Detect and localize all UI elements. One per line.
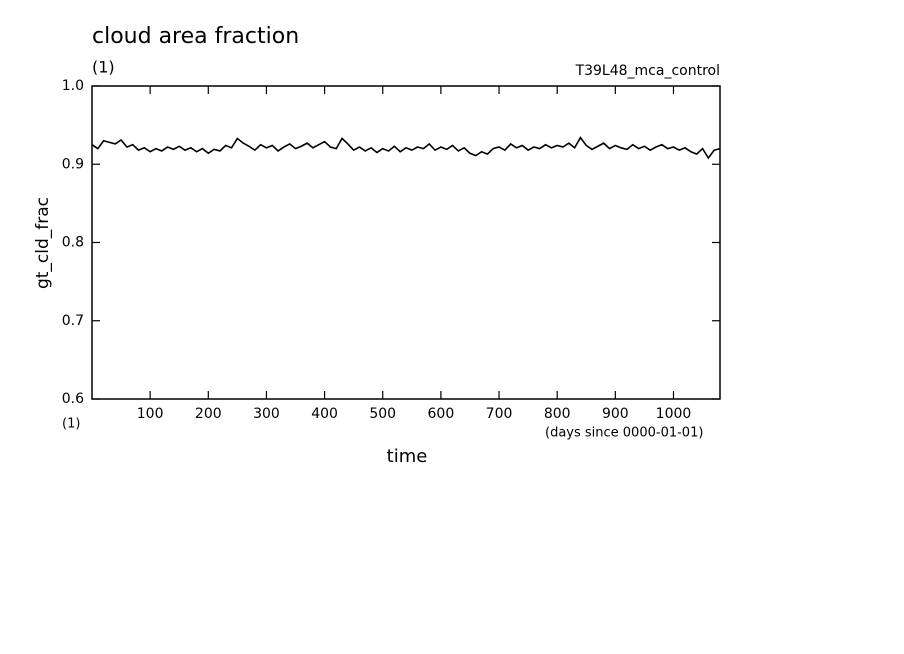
y-tick-label: 1.0 xyxy=(62,78,84,94)
y-unit: (1) xyxy=(62,417,80,432)
x-tick-label: 1000 xyxy=(656,406,692,422)
y-tick-label: 0.7 xyxy=(62,313,84,329)
x-axis-label: time xyxy=(387,446,428,467)
x-tick-label: 800 xyxy=(544,406,571,422)
y-tick-label: 0.6 xyxy=(62,391,84,407)
x-tick-label: 300 xyxy=(253,406,280,422)
y-axis-label: gt_cld_frac xyxy=(33,197,53,289)
chart-subtitle: (1) xyxy=(92,58,115,77)
x-tick-label: 600 xyxy=(428,406,455,422)
y-tick-label: 0.9 xyxy=(62,156,84,172)
annotation: T39L48_mca_control xyxy=(575,63,720,79)
x-tick-label: 700 xyxy=(486,406,513,422)
x-tick-label: 200 xyxy=(195,406,222,422)
x-tick-label: 900 xyxy=(602,406,629,422)
y-tick-label: 0.8 xyxy=(62,235,84,251)
chart-title: cloud area fraction xyxy=(92,24,299,49)
x-tick-label: 400 xyxy=(311,406,338,422)
x-tick-label: 100 xyxy=(137,406,164,422)
x-unit: (days since 0000-01-01) xyxy=(545,426,703,441)
x-tick-label: 500 xyxy=(369,406,396,422)
data-line xyxy=(91,136,721,160)
